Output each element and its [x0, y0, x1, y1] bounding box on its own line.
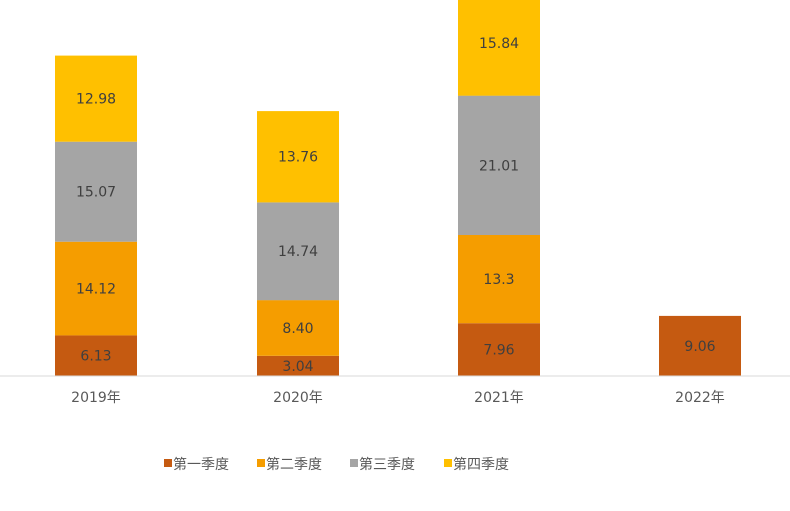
legend: 第一季度 第二季度 第三季度 第四季度 [164, 456, 509, 473]
bar-segment-4-2021年 [458, 0, 540, 96]
bar-segment-3-2021年 [458, 95, 540, 235]
x-tick-labels: 2019年 2020年 2021年 2022年 [71, 390, 725, 406]
data-label: 9.06 [684, 339, 715, 355]
data-label: 8.40 [282, 321, 313, 337]
legend-label: 第三季度 [359, 456, 415, 473]
bar-segment-3-2020年 [257, 202, 339, 301]
data-label: 15.84 [479, 36, 519, 52]
x-tick-label: 2020年 [273, 390, 323, 406]
data-label: 12.98 [76, 92, 116, 108]
data-label: 14.74 [278, 244, 318, 260]
x-tick-label: 2019年 [71, 390, 121, 406]
legend-item: 第一季度 [164, 456, 229, 473]
legend-label: 第二季度 [266, 456, 322, 473]
legend-label: 第一季度 [173, 456, 229, 473]
data-label: 3.04 [282, 359, 313, 375]
legend-item: 第四季度 [444, 456, 509, 473]
data-label: 13.76 [278, 150, 318, 166]
bars-group: 6.13 14.12 15.07 12.98 3.04 8.40 14.74 13.76 7.9… [55, 0, 741, 376]
legend-label: 第四季度 [453, 456, 509, 473]
bar-segment-1-2022年 [659, 315, 741, 376]
x-tick-label: 2021年 [474, 390, 524, 406]
legend-swatch [164, 459, 172, 467]
bar-segment-1-2021年 [458, 323, 540, 376]
bar-segment-4-2019年 [55, 55, 137, 142]
bar-segment-1-2020年 [257, 355, 339, 376]
legend-swatch [350, 459, 358, 467]
bar-segment-3-2019年 [55, 141, 137, 242]
data-label: 21.01 [479, 158, 519, 174]
data-label: 15.07 [76, 185, 116, 201]
data-label: 14.12 [76, 282, 116, 298]
bar-segment-2-2019年 [55, 241, 137, 336]
bar-segment-4-2020年 [257, 111, 339, 203]
legend-swatch [257, 459, 265, 467]
legend-item: 第三季度 [350, 456, 415, 473]
x-tick-label: 2022年 [675, 390, 725, 406]
data-label: 6.13 [80, 349, 111, 365]
data-label: 7.96 [483, 343, 514, 359]
bar-segment-1-2019年 [55, 335, 137, 376]
legend-item: 第二季度 [257, 456, 322, 473]
bar-segment-2-2021年 [458, 235, 540, 324]
data-label: 13.3 [483, 272, 514, 288]
legend-swatch [444, 459, 452, 467]
bar-segment-2-2020年 [257, 300, 339, 356]
